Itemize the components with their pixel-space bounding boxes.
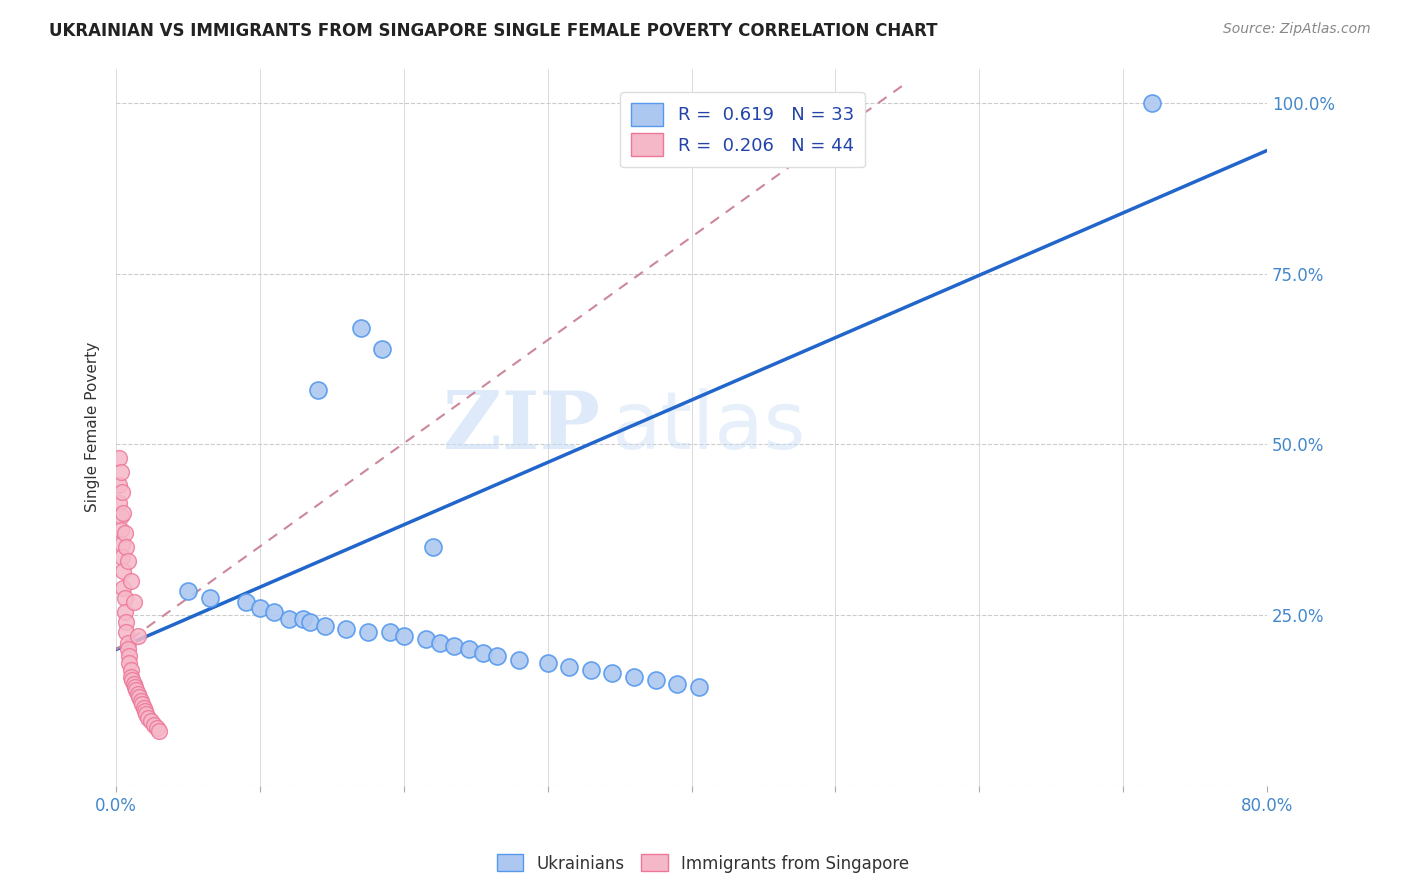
Point (124, 680, 146, 694)
Point (422, 540, 444, 554)
Point (115, 625, 138, 640)
Point (392, 629, 415, 643)
Point (314, 618, 336, 632)
Point (644, 673, 666, 688)
Point (111, 536, 134, 550)
Point (292, 612, 315, 626)
Point (378, 625, 401, 640)
Point (457, 642, 479, 657)
Point (486, 649, 509, 664)
Point (114, 605, 136, 619)
Point (120, 574, 142, 588)
Point (666, 676, 689, 690)
Point (277, 612, 299, 626)
Point (299, 615, 322, 629)
Text: Source: ZipAtlas.com: Source: ZipAtlas.com (1223, 22, 1371, 37)
Point (508, 653, 530, 667)
Point (110, 465, 132, 479)
Text: ZIP: ZIP (443, 388, 599, 467)
Point (145, 721, 167, 735)
Point (114, 591, 136, 606)
Point (112, 564, 135, 578)
Point (198, 591, 221, 606)
Point (623, 670, 645, 684)
Point (128, 690, 150, 705)
Point (127, 629, 149, 643)
Point (472, 646, 495, 660)
Point (108, 495, 131, 509)
Point (688, 680, 710, 694)
Point (249, 601, 271, 615)
Point (371, 342, 394, 356)
Point (125, 683, 148, 698)
Point (429, 635, 451, 649)
Point (142, 717, 165, 731)
Point (108, 451, 131, 466)
Point (117, 553, 139, 567)
Text: atlas: atlas (612, 388, 806, 467)
Text: UKRAINIAN VS IMMIGRANTS FROM SINGAPORE SINGLE FEMALE POVERTY CORRELATION CHART: UKRAINIAN VS IMMIGRANTS FROM SINGAPORE S… (49, 22, 938, 40)
Point (129, 694, 152, 708)
Point (132, 700, 155, 714)
Point (111, 485, 134, 500)
Point (122, 594, 145, 608)
Point (135, 707, 157, 722)
Point (148, 724, 170, 739)
Legend: R =  0.619   N = 33, R =  0.206   N = 44: R = 0.619 N = 33, R = 0.206 N = 44 (620, 92, 865, 167)
Point (127, 687, 149, 701)
Point (110, 509, 132, 524)
Point (139, 714, 162, 729)
Point (108, 478, 131, 492)
Point (111, 550, 134, 565)
Point (263, 605, 285, 619)
Point (602, 666, 624, 681)
Point (117, 642, 139, 657)
Point (115, 615, 138, 629)
Point (114, 526, 136, 541)
Point (117, 635, 139, 649)
Point (112, 581, 135, 595)
Point (120, 670, 142, 684)
Y-axis label: Single Female Poverty: Single Female Poverty (86, 343, 100, 513)
Point (110, 523, 132, 537)
Legend: Ukrainians, Immigrants from Singapore: Ukrainians, Immigrants from Singapore (489, 847, 917, 880)
Point (120, 663, 142, 677)
Point (350, 321, 373, 335)
Point (136, 711, 159, 725)
Point (112, 506, 135, 520)
Point (121, 673, 143, 688)
Point (357, 625, 380, 640)
Point (307, 383, 329, 397)
Point (415, 632, 437, 647)
Point (118, 656, 141, 670)
Point (131, 697, 153, 711)
Point (118, 649, 141, 664)
Point (134, 704, 156, 718)
Point (335, 622, 357, 636)
Point (115, 540, 138, 554)
Point (558, 659, 581, 673)
Point (1140, 95, 1163, 110)
Point (443, 639, 465, 653)
Point (235, 594, 257, 608)
Point (579, 663, 602, 677)
Point (537, 656, 560, 670)
Point (177, 584, 200, 599)
Point (122, 676, 145, 690)
